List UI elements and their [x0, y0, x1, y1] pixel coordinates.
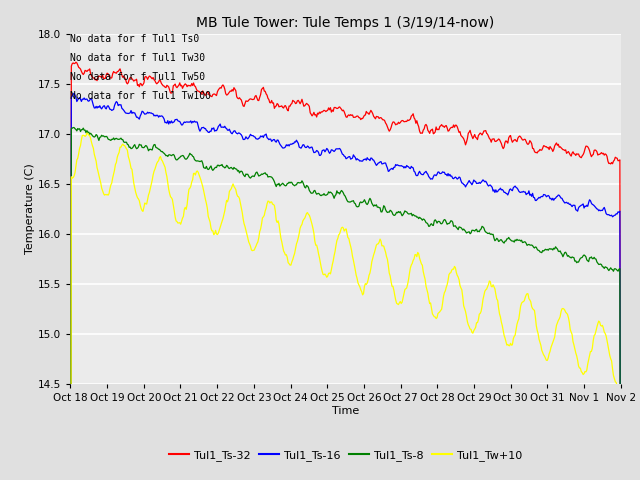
- Text: No data for f Tul1 Tw100: No data for f Tul1 Tw100: [70, 91, 211, 101]
- Legend: Tul1_Ts-32, Tul1_Ts-16, Tul1_Ts-8, Tul1_Tw+10: Tul1_Ts-32, Tul1_Ts-16, Tul1_Ts-8, Tul1_…: [165, 445, 526, 466]
- Text: No data for f Tul1 Tw30: No data for f Tul1 Tw30: [70, 53, 205, 63]
- Text: No data for f Tul1 Ts0: No data for f Tul1 Ts0: [70, 34, 200, 44]
- Title: MB Tule Tower: Tule Temps 1 (3/19/14-now): MB Tule Tower: Tule Temps 1 (3/19/14-now…: [196, 16, 495, 30]
- X-axis label: Time: Time: [332, 406, 359, 416]
- Text: No data for f Tul1 Tw50: No data for f Tul1 Tw50: [70, 72, 205, 82]
- Y-axis label: Temperature (C): Temperature (C): [26, 163, 35, 254]
